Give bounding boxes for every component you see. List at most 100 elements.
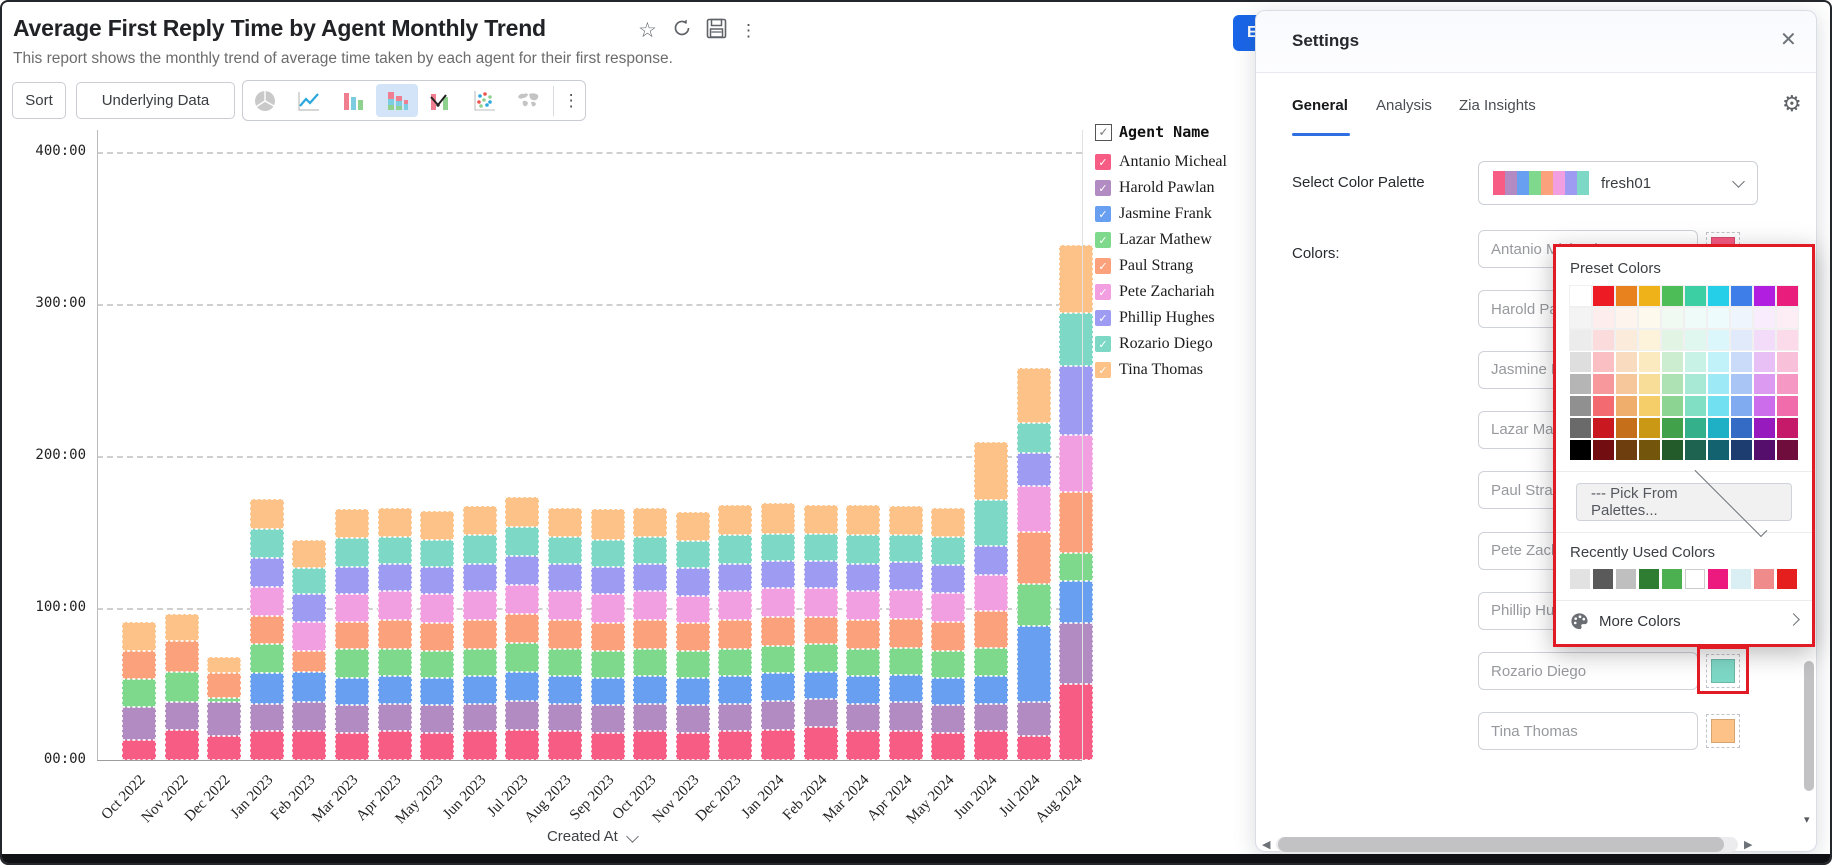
agent-color-name-input[interactable] [1478, 652, 1698, 691]
bar-segment[interactable] [164, 641, 199, 672]
recent-color-cell[interactable] [1731, 569, 1751, 589]
preset-color-cell[interactable] [1593, 396, 1614, 416]
bar-segment[interactable] [420, 705, 455, 733]
bar-chart-icon[interactable] [332, 84, 374, 117]
scrollbar-thumb[interactable] [1278, 837, 1724, 852]
gear-icon[interactable]: ⚙ [1782, 91, 1802, 116]
bar-segment[interactable] [974, 647, 1008, 677]
preset-color-cell[interactable] [1638, 285, 1661, 307]
bar-segment[interactable] [1016, 626, 1051, 703]
preset-color-cell[interactable] [1662, 396, 1683, 416]
preset-color-cell[interactable] [1638, 307, 1661, 329]
bar-segment[interactable] [590, 677, 625, 706]
bar-segment[interactable] [462, 676, 497, 704]
bar-segment[interactable] [846, 620, 881, 650]
bar-segment[interactable] [292, 702, 327, 732]
bar-segment[interactable] [1016, 532, 1051, 584]
preset-color-cell[interactable] [1754, 396, 1775, 416]
bar-segment[interactable] [292, 539, 327, 569]
bar-segment[interactable] [675, 677, 710, 706]
tab-analysis[interactable]: Analysis [1376, 97, 1432, 114]
bar-segment[interactable] [718, 563, 753, 592]
bar-segment[interactable] [249, 703, 284, 732]
bar-segment[interactable] [462, 563, 497, 592]
close-icon[interactable]: ✕ [1780, 29, 1797, 51]
bar-segment[interactable] [931, 565, 966, 593]
bar-segment[interactable] [505, 642, 540, 672]
bar-segment[interactable] [1016, 735, 1051, 760]
bar-segment[interactable] [974, 500, 1008, 546]
bar-segment[interactable] [803, 533, 838, 561]
preset-color-cell[interactable] [1570, 396, 1591, 416]
x-axis-title[interactable]: Created At [502, 828, 682, 845]
bar-segment[interactable] [888, 562, 923, 590]
preset-color-cell[interactable] [1615, 329, 1638, 351]
bar-segment[interactable] [1059, 553, 1094, 581]
legend-item[interactable]: ✓ Lazar Mathew [1095, 227, 1227, 253]
bar-segment[interactable] [164, 614, 199, 642]
bar-segment[interactable] [420, 539, 455, 567]
bar-segment[interactable] [462, 620, 497, 650]
line-chart-icon[interactable] [288, 84, 330, 117]
title-more-menu-icon[interactable]: ⋮ [740, 21, 757, 40]
recent-color-cell[interactable] [1754, 569, 1774, 589]
bar-segment[interactable] [803, 617, 838, 645]
legend-item[interactable]: ✓ Phillip Hughes [1095, 305, 1227, 331]
preset-color-cell[interactable] [1777, 440, 1798, 460]
bar-segment[interactable] [846, 563, 881, 592]
bar-segment[interactable] [122, 679, 156, 707]
bar-segment[interactable] [888, 674, 923, 703]
preset-color-cell[interactable] [1662, 374, 1683, 394]
bar-segment[interactable] [207, 735, 242, 760]
preset-color-cell[interactable] [1777, 352, 1798, 372]
preset-color-cell[interactable] [1639, 374, 1660, 394]
preset-color-cell[interactable] [1754, 418, 1775, 438]
bar-segment[interactable] [292, 671, 327, 703]
bar-segment[interactable] [803, 671, 838, 700]
scroll-right-icon[interactable]: ▶ [1744, 839, 1753, 851]
bar-segment[interactable] [590, 650, 625, 678]
bar-segment[interactable] [761, 646, 795, 674]
bar-segment[interactable] [888, 589, 923, 619]
pie-chart-icon[interactable] [244, 84, 286, 117]
bar-segment[interactable] [590, 705, 625, 733]
bar-segment[interactable] [335, 732, 369, 760]
recent-color-cell[interactable] [1570, 569, 1590, 589]
bar-segment[interactable] [207, 673, 242, 698]
preset-color-cell[interactable] [1731, 440, 1752, 460]
bar-segment[interactable] [1059, 684, 1094, 760]
bar-segment[interactable] [420, 623, 455, 651]
preset-color-cell[interactable] [1685, 440, 1706, 460]
preset-color-cell[interactable] [1754, 352, 1775, 372]
bar-segment[interactable] [335, 705, 369, 733]
bar-segment[interactable] [888, 702, 923, 732]
legend-item[interactable]: ✓ Paul Strang [1095, 253, 1227, 279]
bar-segment[interactable] [846, 676, 881, 704]
preset-color-cell[interactable] [1662, 418, 1683, 438]
bar-segment[interactable] [548, 563, 582, 592]
preset-color-cell[interactable] [1569, 285, 1592, 307]
combo-chart-icon[interactable] [420, 84, 462, 117]
bar-segment[interactable] [888, 618, 923, 648]
bar-segment[interactable] [420, 732, 455, 760]
bar-segment[interactable] [761, 588, 795, 618]
bar-segment[interactable] [590, 566, 625, 595]
bar-segment[interactable] [761, 617, 795, 646]
bar-segment[interactable] [505, 556, 540, 586]
preset-color-cell[interactable] [1731, 396, 1752, 416]
bar-segment[interactable] [164, 702, 199, 730]
bar-segment[interactable] [249, 586, 284, 616]
preset-color-cell[interactable] [1662, 440, 1683, 460]
bar-segment[interactable] [718, 620, 753, 650]
preset-color-cell[interactable] [1616, 374, 1637, 394]
pick-from-palettes-dropdown[interactable]: --- Pick From Palettes... [1576, 463, 1792, 537]
preset-color-cell[interactable] [1662, 352, 1683, 372]
refresh-icon[interactable] [671, 17, 693, 45]
preset-color-cell[interactable] [1685, 374, 1706, 394]
bar-segment[interactable] [846, 504, 881, 536]
legend-item[interactable]: ✓ Rozario Diego [1095, 331, 1227, 357]
bar-segment[interactable] [207, 697, 242, 703]
bar-segment[interactable] [292, 731, 327, 760]
bar-segment[interactable] [462, 703, 497, 732]
preset-color-cell[interactable] [1708, 418, 1729, 438]
